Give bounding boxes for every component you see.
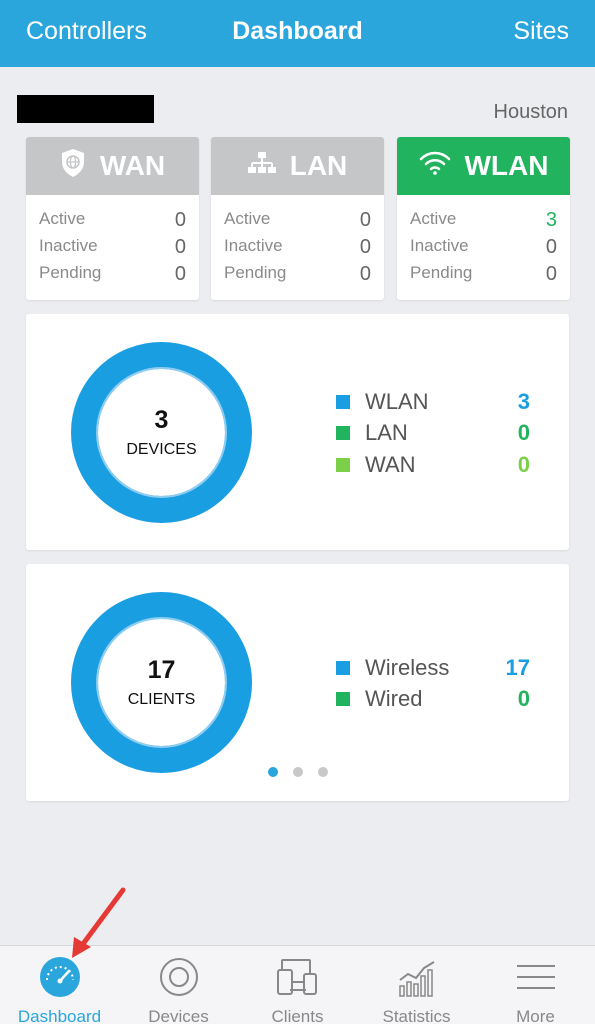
clients-donut: 17 CLIENTS xyxy=(71,592,252,773)
top-bar: Controllers Dashboard Sites xyxy=(0,0,595,67)
legend-item-wired: Wired 0 xyxy=(336,684,530,716)
tab-statistics[interactable]: Statistics xyxy=(357,946,476,1024)
legend-item-lan: LAN 0 xyxy=(336,418,530,450)
sites-button[interactable]: Sites xyxy=(513,17,569,45)
wlan-card[interactable]: WLAN Active 3 Inactive 0 Pending 0 xyxy=(397,137,570,300)
controllers-button[interactable]: Controllers xyxy=(26,17,147,45)
legend-label: WLAN xyxy=(365,388,429,414)
stat-label: Active xyxy=(224,209,271,228)
legend-item-wlan: WLAN 3 xyxy=(336,386,530,418)
legend-item-wireless: Wireless 17 xyxy=(336,652,530,684)
tab-more[interactable]: More xyxy=(476,946,595,1024)
menu-icon xyxy=(514,956,558,998)
tab-label: Clients xyxy=(271,1007,324,1024)
network-tree-icon xyxy=(247,150,276,182)
stat-value: 0 xyxy=(359,209,371,231)
legend-value: 3 xyxy=(517,388,530,414)
page-dot-2[interactable] xyxy=(292,767,303,777)
lan-inactive-row: Inactive 0 xyxy=(224,236,371,263)
redacted-site-label xyxy=(17,95,154,123)
devices-icon xyxy=(276,956,320,998)
legend-label: Wired xyxy=(365,686,423,712)
speedometer-icon xyxy=(38,956,82,998)
tab-label: Dashboard xyxy=(17,1007,102,1024)
stat-value: 0 xyxy=(359,236,371,258)
clients-panel[interactable]: 17 CLIENTS Wireless 17 Wired 0 xyxy=(26,564,569,801)
stat-label: Active xyxy=(410,209,457,228)
legend-label: LAN xyxy=(365,420,408,446)
tab-dashboard[interactable]: Dashboard xyxy=(0,946,119,1024)
clients-count: 17 xyxy=(147,656,176,684)
wan-card-header: WAN xyxy=(26,137,199,195)
stat-label: Inactive xyxy=(410,236,469,255)
lan-card-header: LAN xyxy=(211,137,384,195)
wlan-pending-row: Pending 0 xyxy=(410,263,557,290)
lan-card[interactable]: LAN Active 0 Inactive 0 Pending 0 xyxy=(211,137,384,300)
legend-value: 0 xyxy=(517,420,530,446)
bar-chart-icon xyxy=(395,956,439,998)
wan-inactive-row: Inactive 0 xyxy=(39,236,186,263)
stat-value: 3 xyxy=(545,209,557,231)
wifi-icon xyxy=(419,150,451,182)
wan-pending-row: Pending 0 xyxy=(39,263,186,290)
page-dot-1[interactable] xyxy=(267,767,278,777)
stat-value: 0 xyxy=(174,236,186,258)
legend-value: 17 xyxy=(505,654,530,680)
clients-legend: Wireless 17 Wired 0 xyxy=(336,652,530,715)
wlan-card-title: WLAN xyxy=(464,150,549,181)
legend-value: 0 xyxy=(517,686,530,712)
tab-clients[interactable]: Clients xyxy=(238,946,357,1024)
wlan-card-header: WLAN xyxy=(397,137,570,195)
devices-donut: 3 DEVICES xyxy=(71,342,252,523)
stat-label: Pending xyxy=(410,263,473,282)
tab-bar: Dashboard Devices Clients xyxy=(0,945,595,1024)
tab-label: More xyxy=(516,1007,555,1024)
legend-swatch xyxy=(336,426,350,441)
stat-value: 0 xyxy=(545,263,557,285)
legend-swatch xyxy=(336,457,350,472)
devices-label: DEVICES xyxy=(126,441,197,458)
stat-value: 0 xyxy=(174,263,186,285)
page-dot-3[interactable] xyxy=(317,767,328,777)
site-name: Houston xyxy=(493,101,569,123)
legend-swatch xyxy=(336,394,350,409)
lan-active-row: Active 0 xyxy=(224,209,371,236)
wlan-inactive-row: Inactive 0 xyxy=(410,236,557,263)
stat-value: 0 xyxy=(359,263,371,285)
device-circle-icon xyxy=(157,956,201,998)
legend-swatch xyxy=(336,692,350,707)
wan-active-row: Active 0 xyxy=(39,209,186,236)
clients-label: CLIENTS xyxy=(127,691,196,708)
shield-globe-icon xyxy=(60,148,86,185)
tab-label: Devices xyxy=(148,1007,209,1024)
devices-legend: WLAN 3 LAN 0 WAN 0 xyxy=(336,386,530,481)
devices-panel[interactable]: 3 DEVICES WLAN 3 LAN 0 WAN 0 xyxy=(26,314,569,550)
stat-value: 0 xyxy=(545,236,557,258)
tab-label: Statistics xyxy=(382,1007,451,1024)
lan-pending-row: Pending 0 xyxy=(224,263,371,290)
stat-label: Pending xyxy=(39,263,102,282)
stat-value: 0 xyxy=(174,209,186,231)
stat-label: Pending xyxy=(224,263,287,282)
legend-value: 0 xyxy=(517,451,530,477)
devices-count: 3 xyxy=(154,406,169,434)
legend-swatch xyxy=(336,660,350,675)
wan-card[interactable]: WAN Active 0 Inactive 0 Pending 0 xyxy=(26,137,199,300)
stat-label: Inactive xyxy=(39,236,98,255)
wlan-active-row: Active 3 xyxy=(410,209,557,236)
legend-item-wan: WAN 0 xyxy=(336,449,530,481)
legend-label: WAN xyxy=(365,451,416,477)
stat-label: Active xyxy=(39,209,86,228)
tab-devices[interactable]: Devices xyxy=(119,946,238,1024)
legend-label: Wireless xyxy=(365,654,450,680)
wan-card-title: WAN xyxy=(99,150,166,181)
stat-label: Inactive xyxy=(224,236,283,255)
lan-card-title: LAN xyxy=(289,150,348,181)
page-indicator xyxy=(26,767,569,777)
